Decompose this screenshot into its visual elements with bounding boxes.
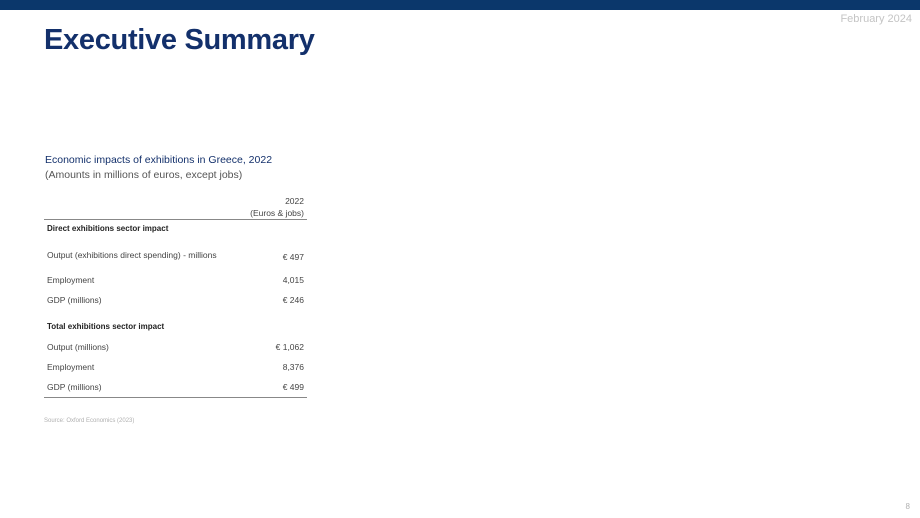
section-heading: Total exhibitions sector impact bbox=[47, 322, 165, 331]
row-label: Output (exhibitions direct spending) - m… bbox=[47, 250, 217, 260]
column-header: (Euros & jobs) bbox=[250, 208, 304, 218]
row-value: 8,376 bbox=[282, 362, 304, 372]
table-subtitle: (Amounts in millions of euros, except jo… bbox=[45, 169, 243, 181]
row-label: Output (millions) bbox=[47, 342, 109, 352]
top-bar bbox=[0, 0, 920, 10]
bottom-rule bbox=[44, 397, 307, 398]
row-label: GDP (millions) bbox=[47, 382, 102, 392]
page-title: Executive Summary bbox=[44, 24, 315, 56]
row-value: € 497 bbox=[282, 252, 304, 262]
row-value: € 1,062 bbox=[275, 342, 304, 352]
row-value: € 246 bbox=[282, 295, 304, 305]
date: February 2024 bbox=[840, 13, 912, 25]
source-note: Source: Oxford Economics (2023) bbox=[44, 418, 135, 424]
row-label: GDP (millions) bbox=[47, 295, 102, 305]
row-value: 4,015 bbox=[282, 275, 304, 285]
row-label: Employment bbox=[47, 275, 95, 285]
row-label: Employment bbox=[47, 362, 95, 372]
page-number: 8 bbox=[905, 502, 910, 511]
table-title: Economic impacts of exhibitions in Greec… bbox=[45, 154, 273, 166]
column-header: 2022 bbox=[285, 196, 304, 206]
row-value: € 499 bbox=[282, 382, 304, 392]
header-rule bbox=[44, 219, 307, 220]
section-heading: Direct exhibitions sector impact bbox=[47, 224, 169, 233]
